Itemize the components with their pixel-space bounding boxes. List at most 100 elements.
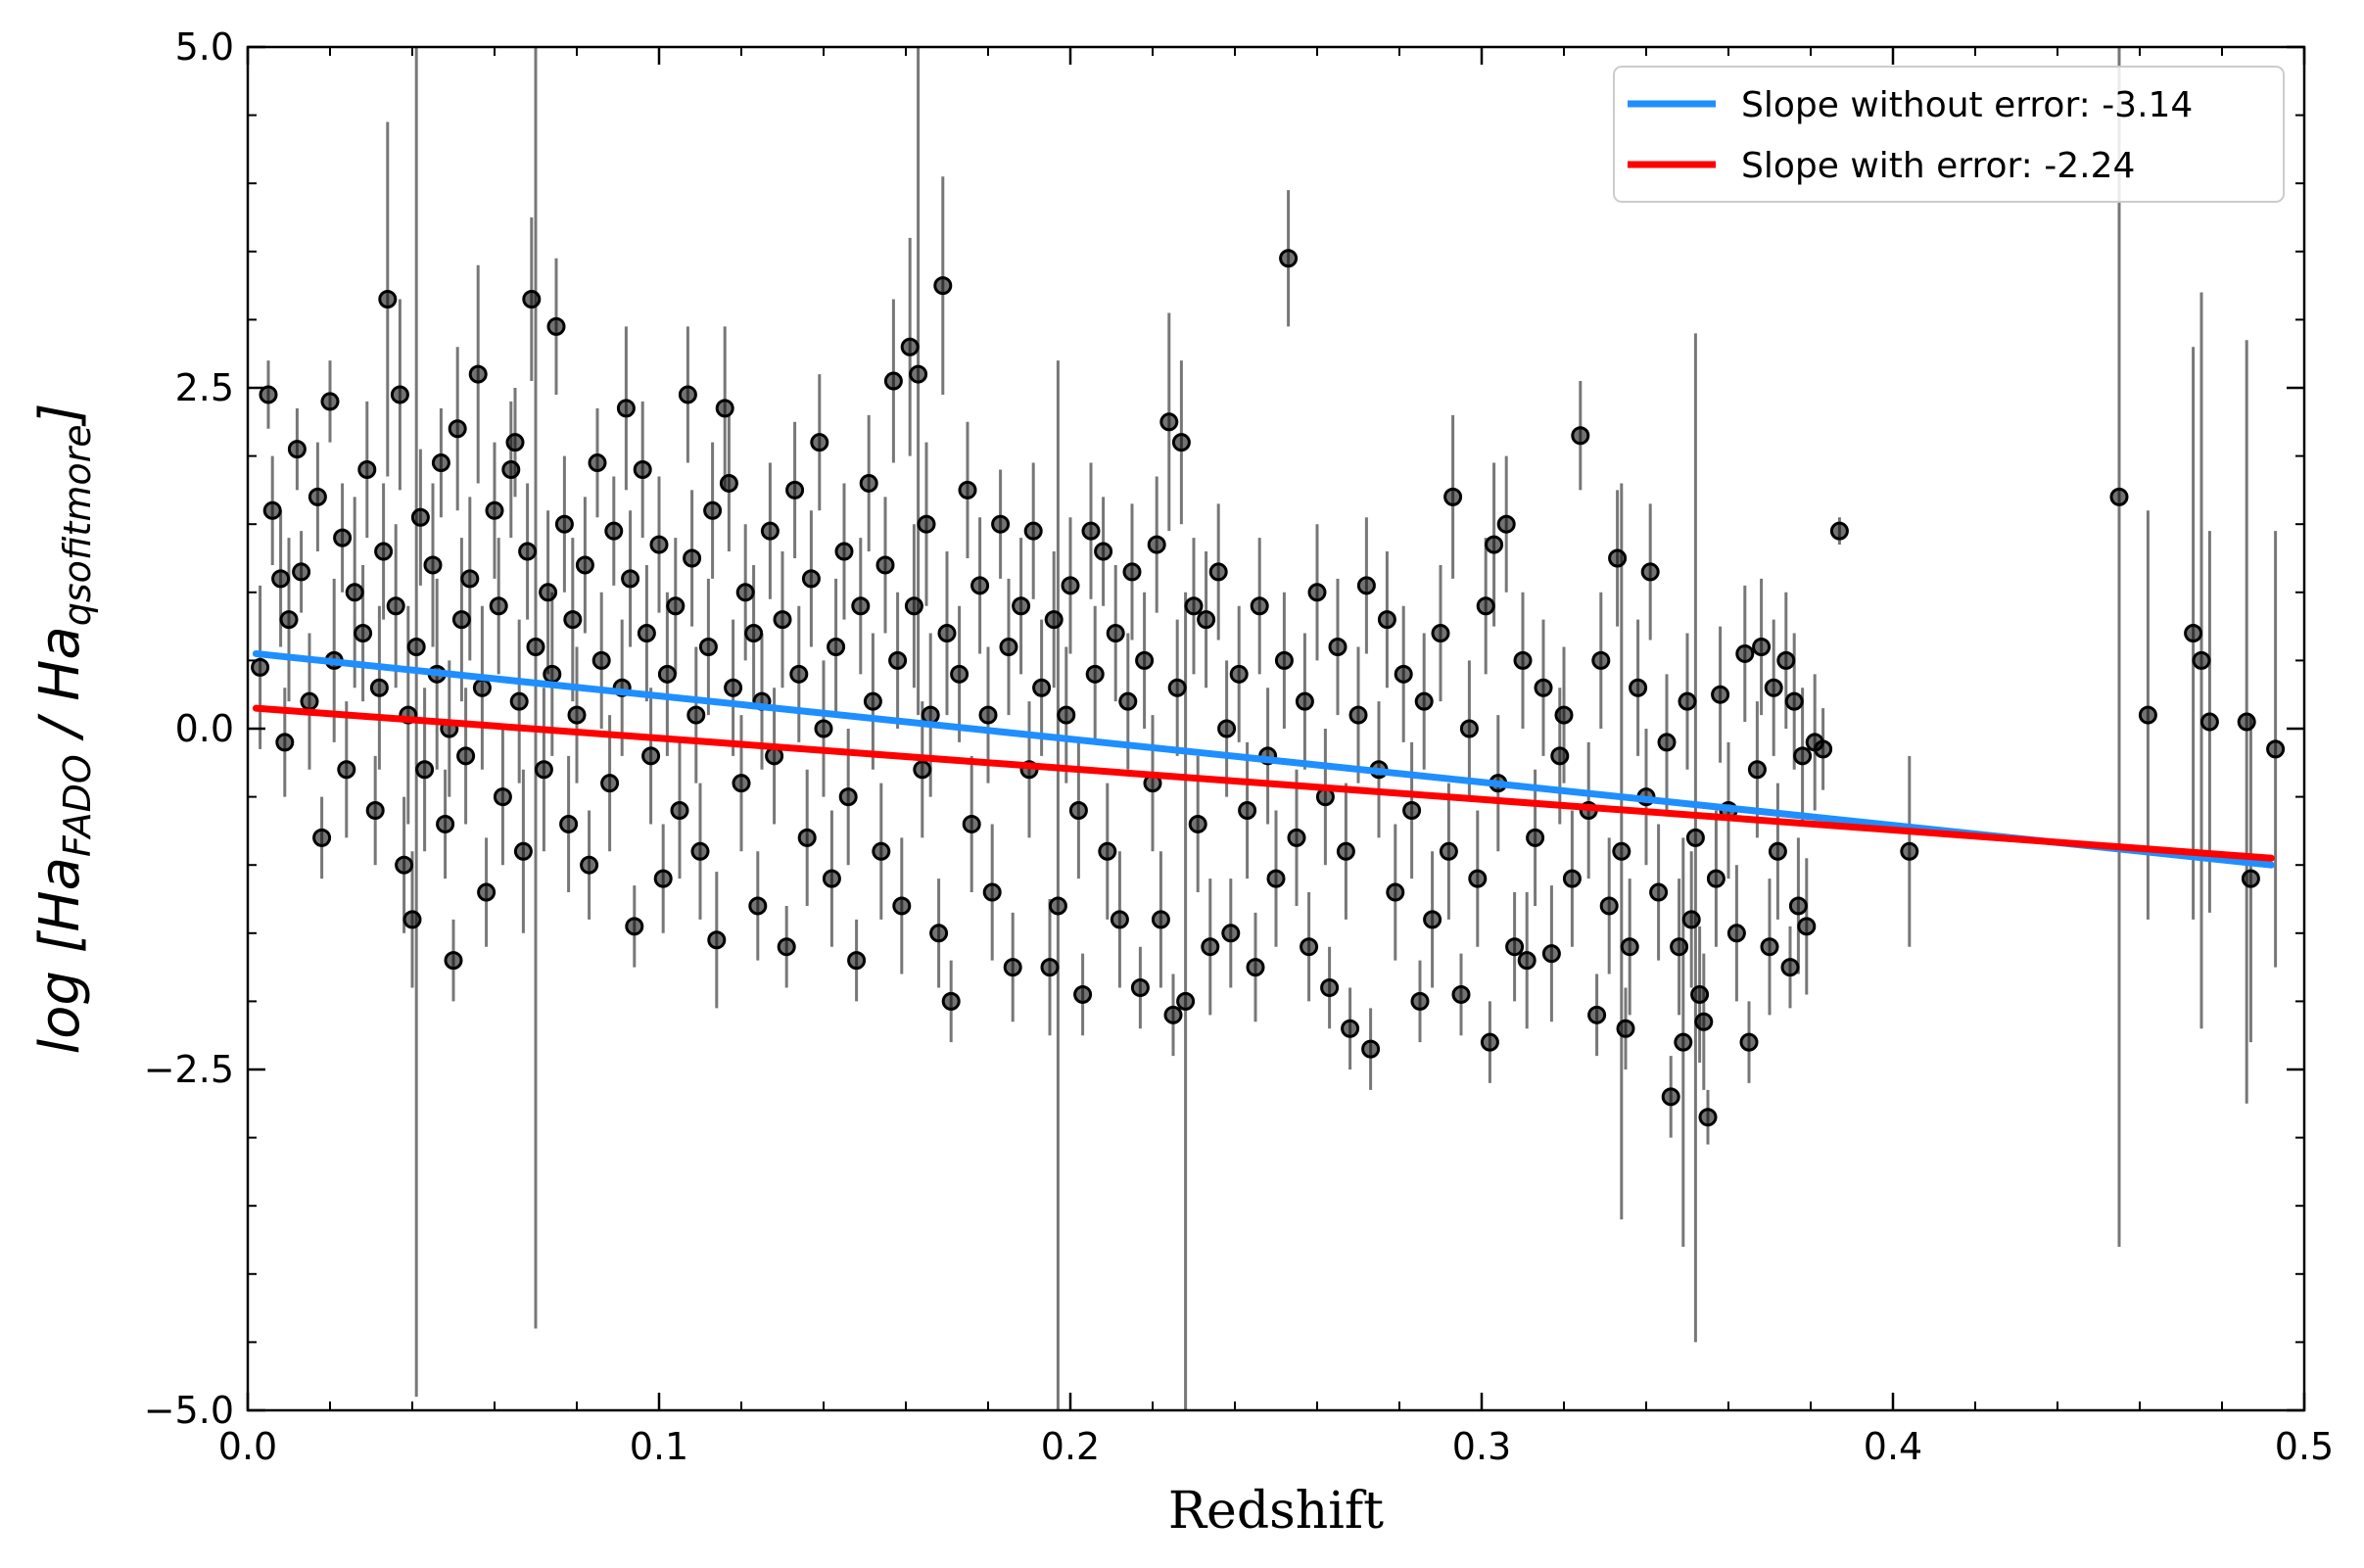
data-point-0 <box>251 657 270 677</box>
data-point-151 <box>1106 624 1125 643</box>
data-point-271 <box>2266 739 2286 759</box>
data-point-117 <box>900 337 920 356</box>
data-point-18 <box>365 801 385 821</box>
data-point-218 <box>1554 705 1574 725</box>
x-tick-label-2: 0.2 <box>1041 1425 1100 1468</box>
legend: Slope without error: -3.14 Slope with err… <box>1613 66 2285 203</box>
data-point-61 <box>575 555 594 575</box>
data-point-140 <box>1040 958 1060 977</box>
y-tick-label-3: 2.5 <box>175 366 234 409</box>
data-point-156 <box>1135 650 1155 670</box>
data-point-53 <box>534 760 553 780</box>
data-point-26 <box>402 910 422 929</box>
data-point-246 <box>1726 924 1746 943</box>
data-point-179 <box>1279 249 1299 268</box>
data-point-167 <box>1197 610 1216 630</box>
data-point-164 <box>1176 991 1196 1011</box>
data-point-58 <box>559 814 579 833</box>
y-tick-label-1: −2.5 <box>144 1048 234 1091</box>
data-point-264 <box>2109 487 2129 506</box>
data-point-50 <box>518 542 538 561</box>
data-point-102 <box>810 433 829 452</box>
data-point-172 <box>1229 664 1249 684</box>
data-point-201 <box>1439 841 1458 861</box>
data-point-270 <box>2241 869 2260 888</box>
data-point-94 <box>760 521 780 541</box>
data-point-213 <box>1517 951 1537 971</box>
data-point-132 <box>982 882 1002 902</box>
data-point-202 <box>1443 487 1463 506</box>
data-point-82 <box>690 841 710 861</box>
data-point-161 <box>1163 1005 1183 1024</box>
data-point-232 <box>1649 882 1669 902</box>
legend-label-0: Slope without error: -3.14 <box>1741 85 2193 125</box>
data-point-59 <box>563 610 583 630</box>
data-point-257 <box>1788 896 1808 916</box>
data-point-241 <box>1694 1012 1714 1031</box>
data-point-layer <box>251 249 2286 1127</box>
data-point-251 <box>1760 937 1779 957</box>
y-axis-label: log [HaFADO / Haqsofitmore] <box>28 404 99 1055</box>
data-point-139 <box>1032 678 1052 697</box>
data-point-248 <box>1739 1032 1759 1052</box>
data-point-103 <box>814 719 833 738</box>
data-point-243 <box>1706 869 1726 888</box>
data-point-39 <box>460 569 480 589</box>
fit-line-1 <box>252 704 2275 862</box>
data-point-101 <box>801 569 821 589</box>
data-point-225 <box>1608 548 1628 568</box>
data-point-112 <box>872 841 891 861</box>
data-point-77 <box>666 596 686 616</box>
data-point-223 <box>1591 650 1611 670</box>
data-point-1 <box>259 385 278 404</box>
data-point-198 <box>1414 691 1434 711</box>
data-point-13 <box>333 528 353 547</box>
data-point-256 <box>1784 691 1804 711</box>
data-point-204 <box>1459 719 1479 738</box>
data-point-180 <box>1287 828 1306 847</box>
data-point-97 <box>777 937 796 957</box>
data-point-163 <box>1171 433 1191 452</box>
data-point-177 <box>1266 869 1286 888</box>
data-point-38 <box>456 746 476 766</box>
data-point-153 <box>1118 691 1138 711</box>
data-point-55 <box>543 664 562 684</box>
data-point-63 <box>588 453 607 473</box>
data-point-20 <box>374 542 394 561</box>
data-point-189 <box>1348 705 1368 725</box>
x-tick-label-3: 0.3 <box>1452 1425 1511 1468</box>
data-point-15 <box>345 583 364 602</box>
data-point-89 <box>732 774 751 793</box>
data-point-268 <box>2199 712 2219 732</box>
data-point-219 <box>1562 869 1582 888</box>
x-axis-label: Redshift <box>1168 1482 1384 1541</box>
data-point-138 <box>1023 521 1043 541</box>
data-point-120 <box>913 760 932 780</box>
data-point-99 <box>789 664 809 684</box>
data-point-45 <box>493 787 512 807</box>
data-point-265 <box>2138 705 2157 725</box>
data-point-143 <box>1057 705 1076 725</box>
data-point-66 <box>604 521 624 541</box>
data-point-134 <box>999 637 1018 656</box>
data-point-91 <box>744 624 764 643</box>
data-point-3 <box>271 569 291 589</box>
data-point-49 <box>513 841 533 861</box>
data-point-98 <box>785 480 805 499</box>
data-point-186 <box>1328 637 1347 656</box>
data-point-115 <box>888 650 908 670</box>
data-point-165 <box>1184 596 1204 616</box>
data-point-32 <box>431 453 450 473</box>
data-point-54 <box>539 583 558 602</box>
data-point-121 <box>917 514 936 534</box>
data-point-262 <box>1829 521 1849 541</box>
data-point-168 <box>1201 937 1220 957</box>
data-point-178 <box>1274 650 1294 670</box>
data-point-24 <box>395 855 414 875</box>
data-point-21 <box>378 290 398 309</box>
data-point-267 <box>2192 650 2211 670</box>
data-point-74 <box>649 535 669 554</box>
data-point-78 <box>670 801 689 821</box>
data-point-217 <box>1550 746 1570 766</box>
data-point-37 <box>451 610 471 630</box>
